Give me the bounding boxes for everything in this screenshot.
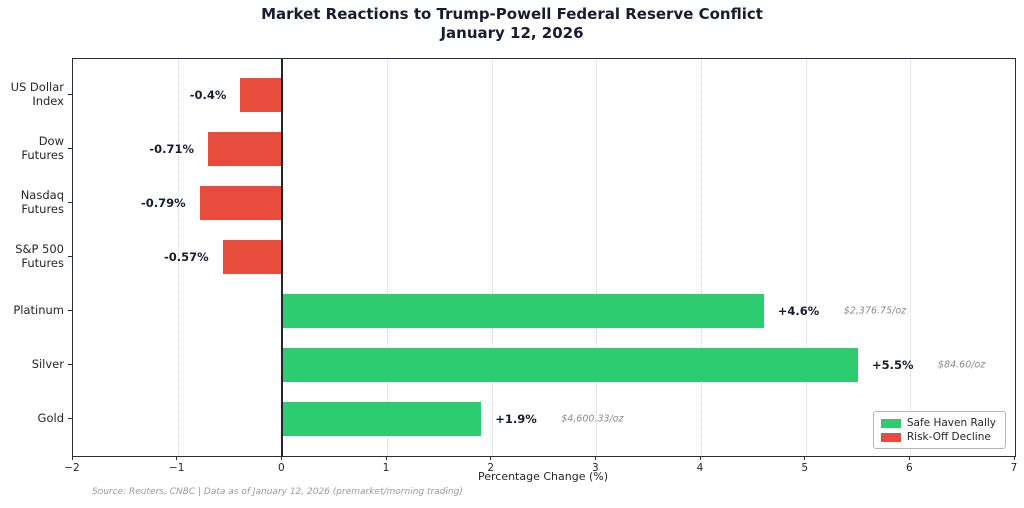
x-tick-4 [699, 456, 701, 460]
value-label-us-dollar-index: -0.4% [189, 88, 227, 102]
legend-swatch-risk-off-icon [880, 432, 901, 442]
value-label-dow-futures: -0.71% [149, 142, 195, 156]
legend-item-risk-off-decline: Risk-Off Decline [880, 430, 996, 444]
y-axis-label-s-p-500-futures: S&P 500 Futures [0, 242, 64, 270]
gridline-x-2 [491, 59, 493, 456]
x-tick-label-0: 0 [277, 462, 285, 474]
chart-title-line1: Market Reactions to Trump-Powell Federal… [261, 5, 763, 23]
x-tick-label-2: 2 [487, 462, 494, 474]
value-label-silver: +5.5% [872, 358, 914, 372]
x-tick-0 [280, 456, 283, 460]
x-tick-label-1: 1 [382, 462, 390, 474]
x-tick-label-4: 4 [696, 462, 704, 474]
x-tick-7 [1013, 456, 1015, 460]
source-note: Source: Reuters, CNBC | Data as of Janua… [92, 487, 463, 497]
y-axis-label-platinum: Platinum [0, 303, 64, 317]
bar-us-dollar-index [240, 78, 283, 112]
x-tick-label-5: 5 [801, 462, 808, 474]
x-tick-3 [594, 456, 597, 460]
y-axis-label-line: Futures [21, 256, 64, 270]
x-tick-label--1: −1 [168, 462, 185, 474]
x-tick-5 [804, 456, 806, 460]
value-label-gold: +1.9% [495, 412, 537, 426]
price-label-platinum: $2,376.75/oz [843, 305, 907, 317]
y-tick-silver [68, 364, 72, 366]
value-label-nasdaq-futures: -0.79% [140, 196, 186, 210]
gridline-x-4 [701, 59, 702, 456]
plot-area: -0.4% -0.71% -0.79% -0.57% +4.6% $2,376.75/oz… [72, 58, 1016, 457]
price-label-gold: $4,600.33/oz [561, 413, 624, 425]
bar-silver [282, 348, 858, 382]
legend: Safe Haven Rally Risk-Off Decline [872, 411, 1006, 449]
y-tick-us-dollar-index [68, 94, 72, 96]
y-axis-label-dow-futures: Dow Futures [0, 134, 64, 162]
y-axis-label-line: Platinum [13, 303, 64, 317]
x-tick-1 [385, 456, 387, 460]
y-axis-label-line: Index [32, 94, 64, 108]
x-axis-title: Percentage Change (%) [477, 470, 609, 483]
bar-s-p-500-futures [222, 240, 283, 274]
y-axis-label-nasdaq-futures: Nasdaq Futures [0, 188, 64, 216]
bar-dow-futures [208, 132, 283, 166]
x-tick-6 [908, 456, 911, 460]
x-tick-label-6: 6 [905, 462, 913, 474]
gridline-x--1 [177, 59, 179, 456]
x-tick-2 [490, 456, 492, 460]
y-axis-label-line: Silver [31, 357, 64, 371]
x-tick-label-7: 7 [1010, 462, 1018, 474]
x-tick--1 [176, 456, 178, 460]
y-axis-label-line: Nasdaq [20, 188, 64, 202]
y-tick-platinum [68, 310, 72, 312]
y-axis-label-line: S&P 500 [15, 242, 64, 256]
y-axis-label-silver: Silver [0, 357, 64, 371]
gridline-x-3 [596, 59, 598, 456]
legend-label-safe-haven: Safe Haven Rally [906, 417, 996, 429]
y-axis-label-line: Dow [38, 134, 64, 148]
y-axis-label-line: Gold [37, 411, 64, 425]
bar-gold [282, 402, 482, 436]
gridline-x-1 [387, 59, 388, 456]
chart-title-line2: January 12, 2026 [440, 24, 584, 42]
x-tick-label-3: 3 [591, 462, 599, 474]
value-label-s-p-500-futures: -0.57% [164, 250, 209, 264]
gridline-x-6 [910, 59, 912, 456]
legend-item-safe-haven-rally: Safe Haven Rally [880, 416, 996, 430]
y-axis-label-gold: Gold [0, 411, 64, 425]
value-label-platinum: +4.6% [777, 304, 820, 318]
y-tick-gold [68, 418, 72, 420]
bar-platinum [282, 294, 764, 328]
zero-line [281, 59, 284, 456]
gridline-x-5 [805, 59, 807, 456]
legend-swatch-safe-haven-icon [880, 418, 901, 428]
bar-nasdaq-futures [199, 186, 283, 220]
x-tick--2 [71, 456, 73, 460]
legend-label-risk-off: Risk-Off Decline [906, 431, 991, 443]
y-axis-label-line: US Dollar [10, 80, 64, 94]
y-axis-label-us-dollar-index: US Dollar Index [0, 80, 64, 108]
y-tick-dow-futures [68, 148, 72, 150]
y-axis-label-line: Futures [21, 202, 64, 216]
price-label-silver: $84.60/oz [938, 359, 986, 371]
y-tick-s-p-500-futures [68, 256, 72, 258]
y-tick-nasdaq-futures [68, 202, 72, 204]
x-tick-label--2: −2 [64, 462, 80, 474]
chart-title: Market Reactions to Trump-Powell Federal… [0, 5, 1024, 43]
y-axis-label-line: Futures [21, 148, 64, 162]
